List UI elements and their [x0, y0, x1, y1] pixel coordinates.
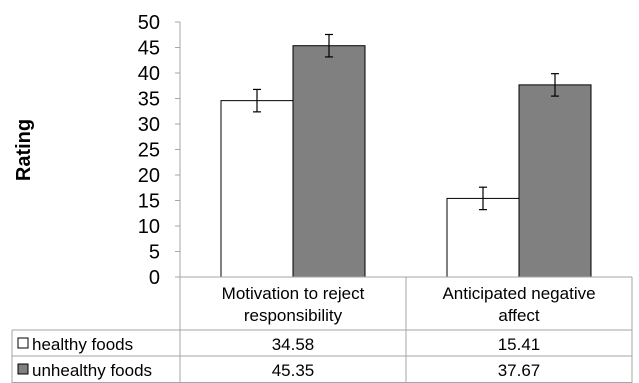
y-tick-label: 0 [149, 267, 160, 289]
y-tick-label: 50 [138, 12, 160, 34]
y-tick-label: 30 [138, 114, 160, 136]
legend-key [17, 337, 29, 349]
bars [220, 45, 592, 278]
data-label: 45.35 [272, 361, 315, 380]
bar-unhealthy-foods [518, 84, 592, 278]
data-label: 34.58 [272, 335, 315, 354]
category-label: responsibility [244, 306, 343, 325]
category-label: Motivation to reject [222, 284, 365, 303]
y-tick-label: 10 [138, 216, 160, 238]
y-tick-label: 25 [138, 140, 160, 162]
y-tick-label: 20 [138, 165, 160, 187]
data-label: 37.67 [498, 361, 541, 380]
data-label: 15.41 [498, 335, 541, 354]
y-tick-label: 40 [138, 63, 160, 85]
legend-key [17, 363, 29, 375]
category-label: affect [498, 306, 540, 325]
y-axis-label: Rating [13, 119, 35, 181]
y-axis: 0 5 10 15 20 25 30 35 40 45 50 [138, 12, 181, 383]
y-tick-label: 35 [138, 89, 160, 111]
bar-unhealthy-foods [292, 45, 366, 278]
y-tick-label: 15 [138, 191, 160, 213]
data-table: Motivation to reject responsibility Antici… [11, 276, 633, 383]
bar-healthy-foods [446, 197, 520, 278]
legend-label: unhealthy foods [32, 361, 152, 380]
category-label: Anticipated negative [442, 284, 595, 303]
error-bars [253, 33, 559, 211]
bar-healthy-foods [220, 100, 294, 278]
legend-label: healthy foods [32, 335, 133, 354]
y-tick-label: 5 [149, 242, 160, 264]
y-tick-label: 45 [138, 38, 160, 60]
